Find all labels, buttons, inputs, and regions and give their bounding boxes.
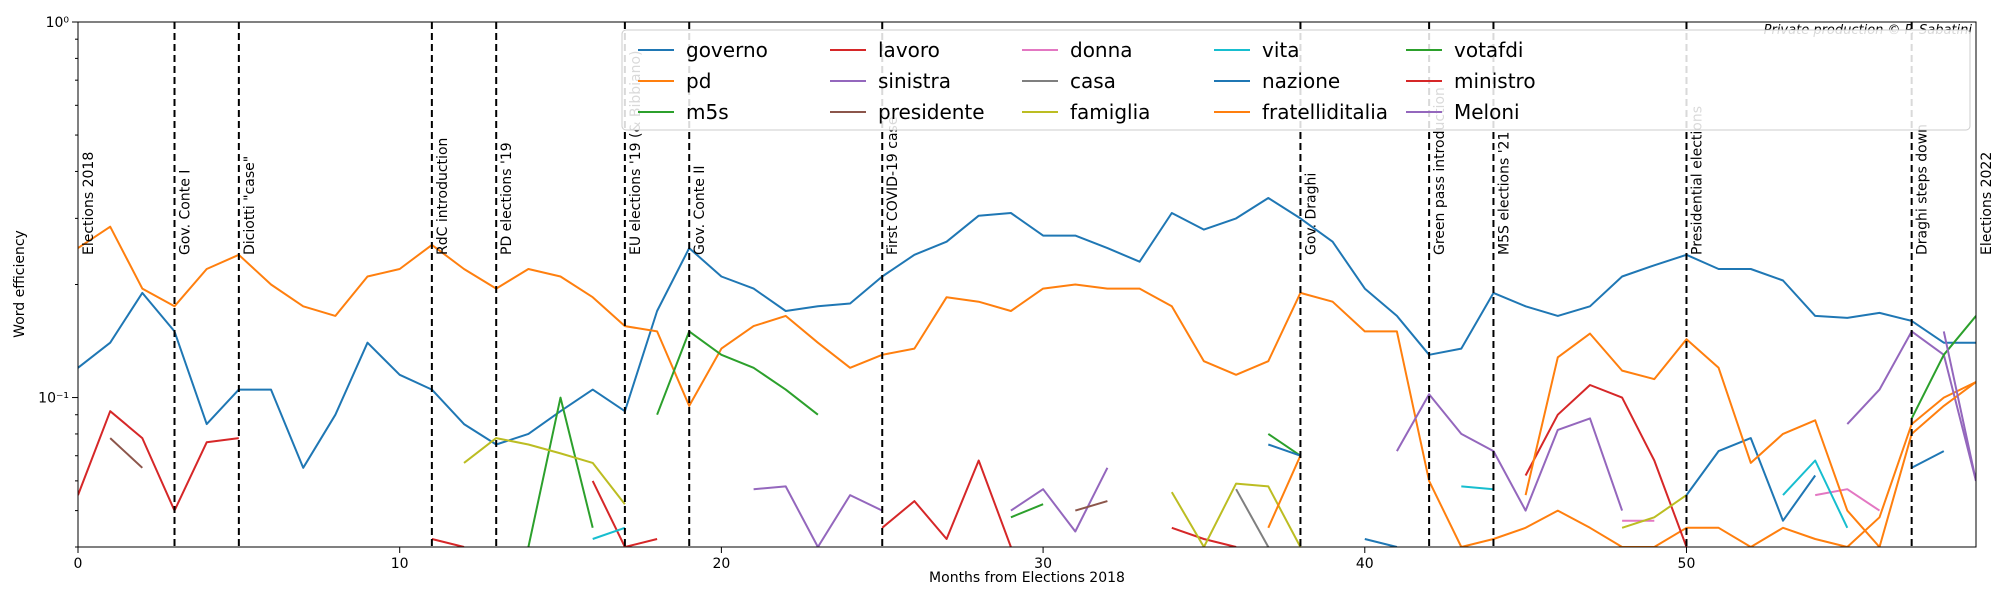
legend-label-votafdi: votafdi — [1454, 38, 1523, 62]
legend-label-presidente: presidente — [878, 100, 985, 124]
series-line-meloni — [1942, 331, 1976, 482]
y-tick-label: 10⁻¹ — [38, 391, 69, 407]
legend-label-ministro: ministro — [1454, 69, 1536, 93]
series-line-votafdi — [1910, 315, 1976, 419]
y-axis-label: Word efficiency — [12, 230, 28, 338]
series-line-casa — [1235, 488, 1270, 547]
series-line-governo — [78, 197, 1976, 469]
legend-label-casa: casa — [1070, 69, 1116, 93]
series-line-lavoro — [78, 384, 1688, 547]
series-line-sinistra — [753, 330, 1976, 547]
event-label-m5s-elections-21: M5S elections '21 — [1496, 132, 1512, 255]
legend-label-lavoro: lavoro — [878, 38, 940, 62]
event-label-rdc-introduction: RdC introduction — [435, 138, 451, 255]
legend-label-famiglia: famiglia — [1070, 100, 1150, 124]
legend-label-m5s: m5s — [686, 100, 729, 124]
x-tick-label: 0 — [74, 556, 83, 572]
legend-label-vita: vita — [1262, 38, 1300, 62]
axes-layer: 0 10 20 30 40 50 10⁻¹ 10⁰ — [38, 15, 1695, 572]
legend-label-sinistra: sinistra — [878, 69, 951, 93]
series-line-presidente — [109, 437, 1108, 512]
events-layer: Elections 2018 Gov. Conte I Diciotti "case… — [81, 22, 1995, 547]
series-line-donna — [1622, 488, 1881, 522]
x-tick-label: 10 — [391, 556, 409, 572]
event-label-pd-elections-19: PD elections '19 — [499, 142, 515, 255]
event-label-diciotti-case: Diciotti "case" — [242, 156, 258, 255]
legend-label-pd: pd — [686, 69, 711, 93]
event-label-gov-conte-i: Gov. Conte I — [178, 170, 194, 255]
series-line-pd — [78, 225, 1976, 547]
event-label-presidential-elections: Presidential elections — [1689, 106, 1705, 255]
event-label-draghi-steps-down: Draghi steps down — [1915, 124, 1931, 255]
event-label-elections-2022: Elections 2022 — [1979, 152, 1995, 255]
event-label-elections-2018: Elections 2018 — [81, 152, 97, 255]
legend-box — [621, 29, 1971, 131]
event-label-first-covid-19-case: First COVID-19 case — [885, 117, 901, 255]
x-axis-label: Months from Elections 2018 — [929, 570, 1125, 586]
event-label-gov-draghi: Gov. Draghi — [1303, 173, 1319, 255]
series-layer — [78, 197, 1976, 547]
event-label-gov-conte-ii: Gov. Conte II — [692, 165, 708, 255]
legend: governo pd m5s lavoro sinistra presidente donn… — [621, 29, 1971, 131]
legend-label-fratelliditalia: fratelliditalia — [1262, 100, 1388, 124]
y-tick-label: 10⁰ — [46, 15, 70, 31]
legend-label-donna: donna — [1070, 38, 1133, 62]
series-line-vita — [592, 459, 1849, 540]
x-tick-label: 50 — [1678, 556, 1696, 572]
series-line-nazione — [1267, 437, 1945, 547]
x-tick-label: 30 — [1034, 556, 1052, 572]
series-line-famiglia — [464, 438, 1783, 547]
legend-label-governo: governo — [686, 38, 768, 62]
series-line-fratelliditalia — [1267, 332, 1976, 547]
x-tick-label: 20 — [712, 556, 730, 572]
x-tick-label: 40 — [1356, 556, 1374, 572]
legend-label-meloni: Meloni — [1454, 100, 1520, 124]
legend-label-nazione: nazione — [1262, 69, 1340, 93]
series-line-m5s — [527, 330, 1301, 547]
